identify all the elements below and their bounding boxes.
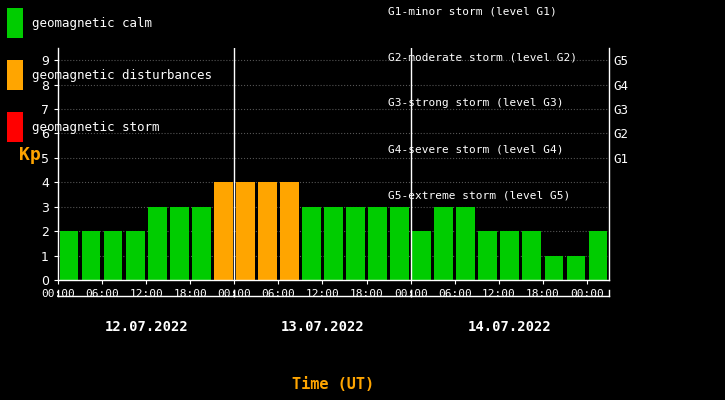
Bar [214,182,233,280]
Bar [82,231,101,280]
Bar [478,231,497,280]
Text: 13.07.2022: 13.07.2022 [281,320,365,334]
Bar [148,207,167,280]
Bar [59,231,78,280]
Text: Time (UT): Time (UT) [292,377,375,392]
Text: geomagnetic calm: geomagnetic calm [32,16,152,30]
Bar [368,207,387,280]
Bar [280,182,299,280]
Bar [500,231,519,280]
Bar [236,182,254,280]
Bar [192,207,211,280]
Bar [566,256,585,280]
Text: G3-strong storm (level G3): G3-strong storm (level G3) [388,98,563,108]
Text: G2-moderate storm (level G2): G2-moderate storm (level G2) [388,52,577,62]
Bar [125,231,144,280]
Text: G1-minor storm (level G1): G1-minor storm (level G1) [388,6,557,16]
Bar [523,231,542,280]
Bar [413,231,431,280]
Bar [104,231,123,280]
Bar [324,207,343,280]
Bar [346,207,365,280]
Text: geomagnetic disturbances: geomagnetic disturbances [32,68,212,82]
Text: G4-severe storm (level G4): G4-severe storm (level G4) [388,144,563,154]
Bar [434,207,453,280]
Bar [390,207,409,280]
Text: 12.07.2022: 12.07.2022 [104,320,188,334]
Bar [302,207,321,280]
Bar [589,231,608,280]
Bar [544,256,563,280]
Bar [456,207,475,280]
Text: G5-extreme storm (level G5): G5-extreme storm (level G5) [388,190,570,200]
Text: 14.07.2022: 14.07.2022 [468,320,552,334]
Bar [170,207,188,280]
Text: geomagnetic storm: geomagnetic storm [32,120,160,134]
Bar [258,182,277,280]
Y-axis label: Kp: Kp [19,146,41,164]
